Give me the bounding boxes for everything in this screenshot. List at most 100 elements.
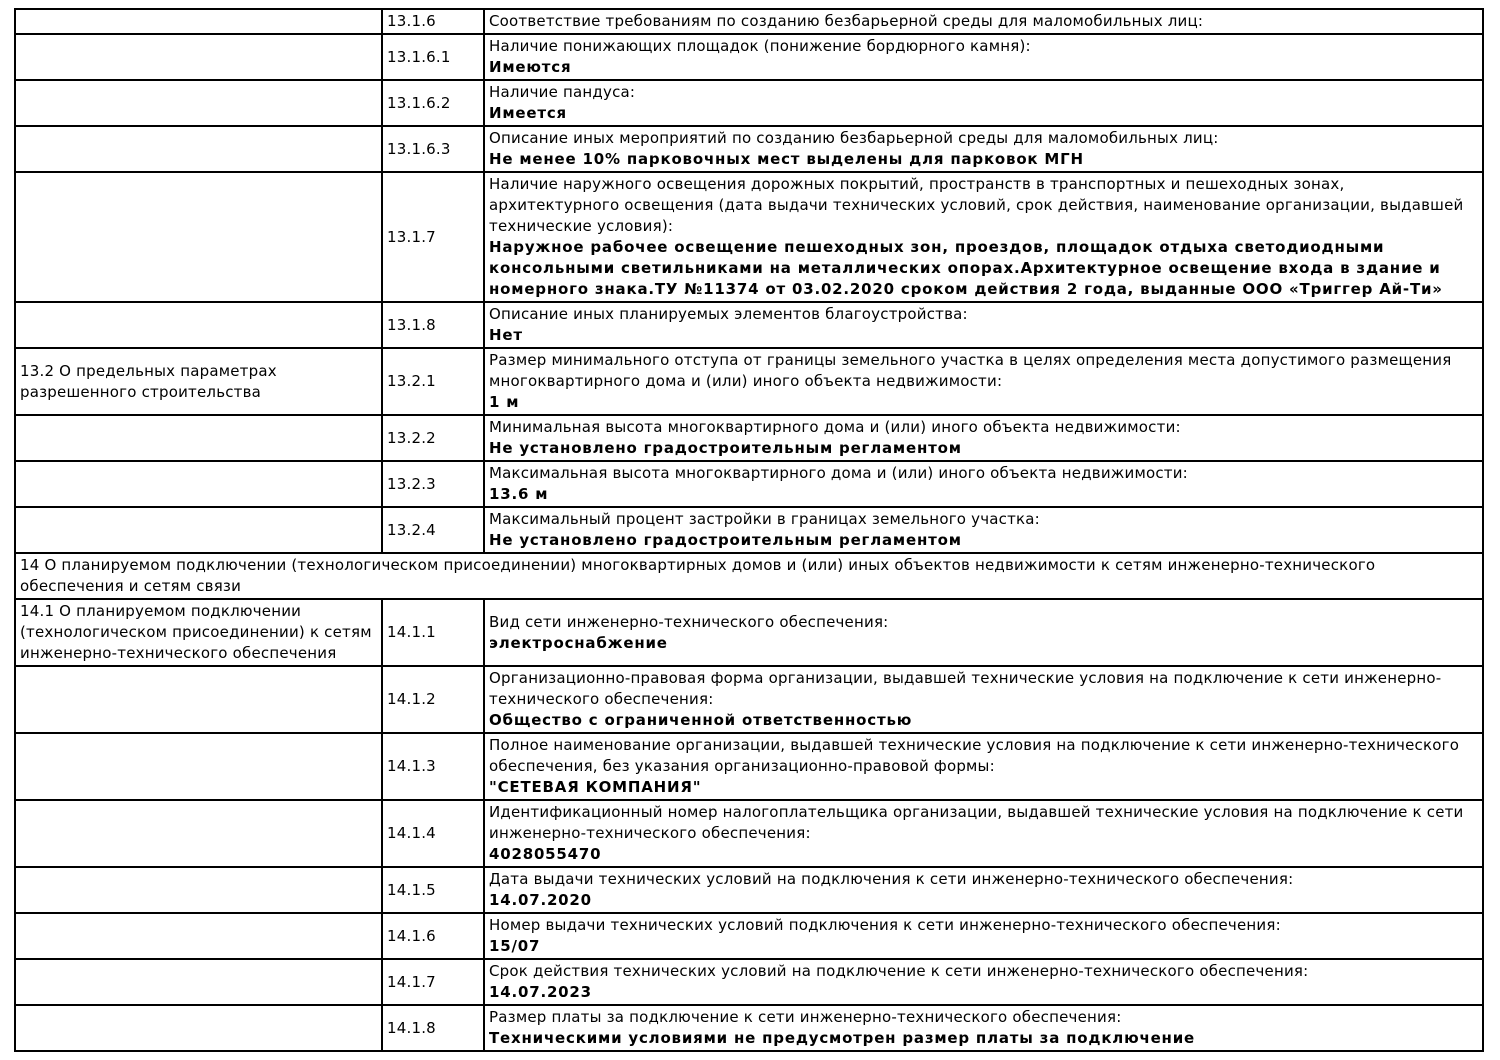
row-section-cell [14,799,383,868]
table-row: 14.1.3 Полное наименование организации, в… [14,732,1484,801]
row-content-cell: Номер выдачи технических условий подключ… [483,912,1484,960]
table-row: 14.1.2 Организационно-правовая форма орга… [14,665,1484,734]
table-row: 13.1.6.2 Наличие пандуса: Имеется [14,79,1484,127]
row-content-cell: Наличие понижающих площадок (понижение б… [483,33,1484,81]
row-label: Дата выдачи технических условий на подкл… [489,870,1294,888]
row-label: Идентификационный номер налогоплательщик… [489,803,1464,842]
project-declaration-table: 13.1.6 Соответствие требованиям по создан… [14,8,1484,1052]
row-number-cell: 14.1.5 [381,866,485,914]
row-value: Не установлено градостроительным регламе… [489,439,962,457]
row-content-cell: Вид сети инженерно-технического обеспече… [483,598,1484,667]
row-content-cell: Наличие наружного освещения дорожных пок… [483,171,1484,303]
table-body: 13.1.6 Соответствие требованиям по создан… [14,8,1484,1052]
row-label: Размер платы за подключение к сети инжен… [489,1008,1122,1026]
row-label: Организационно-правовая форма организаци… [489,669,1442,708]
row-value: 14.07.2020 [489,891,592,909]
row-content-cell: Дата выдачи технических условий на подкл… [483,866,1484,914]
row-content-cell: Описание иных мероприятий по созданию бе… [483,125,1484,173]
row-value: Имеется [489,104,567,122]
row-label: Описание иных планируемых элементов благ… [489,305,968,323]
section-header-cell: 14 О планируемом подключении (технологич… [14,552,1484,600]
row-number-cell: 14.1.1 [381,598,485,667]
row-label: Максимальная высота многоквартирного дом… [489,464,1188,482]
row-label: Максимальный процент застройки в граница… [489,510,1040,528]
table-row: 13.2.3 Максимальная высота многоквартирно… [14,460,1484,508]
row-content-cell: Максимальный процент застройки в граница… [483,506,1484,554]
row-number-cell: 13.1.6.3 [381,125,485,173]
row-number-cell: 14.1.8 [381,1004,485,1052]
table-row: 13.2.4 Максимальный процент застройки в г… [14,506,1484,554]
table-row: 14.1.4 Идентификационный номер налогоплат… [14,799,1484,868]
table-row: 13.2 О предельных параметрах разрешенног… [14,347,1484,416]
row-number-cell: 13.1.6.2 [381,79,485,127]
row-value: Не установлено градостроительным регламе… [489,531,962,549]
row-label: Минимальная высота многоквартирного дома… [489,418,1181,436]
row-section-cell: 14.1 О планируемом подключении (технолог… [14,598,383,667]
row-number-cell: 13.2.1 [381,347,485,416]
table-row: 13.1.6.3 Описание иных мероприятий по соз… [14,125,1484,173]
row-content-cell: Полное наименование организации, выдавше… [483,732,1484,801]
row-value: 14.07.2023 [489,983,592,1001]
row-section-cell [14,414,383,462]
row-section-cell [14,79,383,127]
row-value: Наружное рабочее освещение пешеходных зо… [489,238,1443,298]
row-section-cell [14,912,383,960]
row-value: 13.6 м [489,485,549,503]
row-content-cell: Размер платы за подключение к сети инжен… [483,1004,1484,1052]
row-value: 1 м [489,393,520,411]
row-value: Нет [489,326,523,344]
table-row: 14.1.8 Размер платы за подключение к сети… [14,1004,1484,1052]
table-row: 14.1.6 Номер выдачи технических условий п… [14,912,1484,960]
row-content-cell: Описание иных планируемых элементов благ… [483,301,1484,349]
row-label: Наличие понижающих площадок (понижение б… [489,37,1031,55]
row-number-cell: 14.1.3 [381,732,485,801]
row-value: Общество с ограниченной ответственностью [489,711,913,729]
row-section-cell [14,8,383,35]
row-content-cell: Срок действия технических условий на под… [483,958,1484,1006]
row-value: "СЕТЕВАЯ КОМПАНИЯ" [489,778,702,796]
row-section-cell [14,866,383,914]
table-row: 14.1.7 Срок действия технических условий … [14,958,1484,1006]
table-row: 13.1.7 Наличие наружного освещения дорожн… [14,171,1484,303]
table-row: 14.1.5 Дата выдачи технических условий на… [14,866,1484,914]
row-number-cell: 14.1.6 [381,912,485,960]
row-number-cell: 13.1.8 [381,301,485,349]
section-header-row: 14 О планируемом подключении (технологич… [14,552,1484,600]
row-section-cell [14,732,383,801]
row-number-cell: 13.1.7 [381,171,485,303]
row-label: Наличие пандуса: [489,83,636,101]
row-number-cell: 13.2.2 [381,414,485,462]
row-number-cell: 13.1.6.1 [381,33,485,81]
row-content-cell: Идентификационный номер налогоплательщик… [483,799,1484,868]
row-number-cell: 14.1.7 [381,958,485,1006]
row-section-cell [14,301,383,349]
row-label: Срок действия технических условий на под… [489,962,1309,980]
row-number-cell: 13.1.6 [381,8,485,35]
row-section-cell [14,125,383,173]
row-label: Вид сети инженерно-технического обеспече… [489,612,889,631]
row-number-cell: 14.1.2 [381,665,485,734]
row-label: Номер выдачи технических условий подключ… [489,916,1281,934]
row-label: Описание иных мероприятий по созданию бе… [489,129,1219,147]
row-section-cell: 13.2 О предельных параметрах разрешенног… [14,347,383,416]
row-value: 4028055470 [489,845,602,863]
row-content-cell: Организационно-правовая форма организаци… [483,665,1484,734]
row-label: Наличие наружного освещения дорожных пок… [489,175,1464,235]
row-content-cell: Соответствие требованиям по созданию без… [483,8,1484,35]
row-label: Полное наименование организации, выдавше… [489,736,1460,775]
row-section-cell [14,460,383,508]
table-row: 13.1.6 Соответствие требованиям по создан… [14,8,1484,35]
row-content-cell: Размер минимального отступа от границы з… [483,347,1484,416]
row-section-cell [14,958,383,1006]
table-row: 13.1.8 Описание иных планируемых элементо… [14,301,1484,349]
row-value: электроснабжение [489,633,668,652]
row-value: Не менее 10% парковочных мест выделены д… [489,150,1084,168]
row-number-cell: 13.2.3 [381,460,485,508]
row-value: 15/07 [489,937,541,955]
row-number-cell: 13.2.4 [381,506,485,554]
row-content-cell: Максимальная высота многоквартирного дом… [483,460,1484,508]
declaration-table-wrapper: 13.1.6 Соответствие требованиям по создан… [14,8,1484,1052]
table-row: 14.1 О планируемом подключении (технолог… [14,598,1484,667]
row-value: Техническими условиями не предусмотрен р… [489,1029,1195,1047]
row-section-cell [14,1004,383,1052]
